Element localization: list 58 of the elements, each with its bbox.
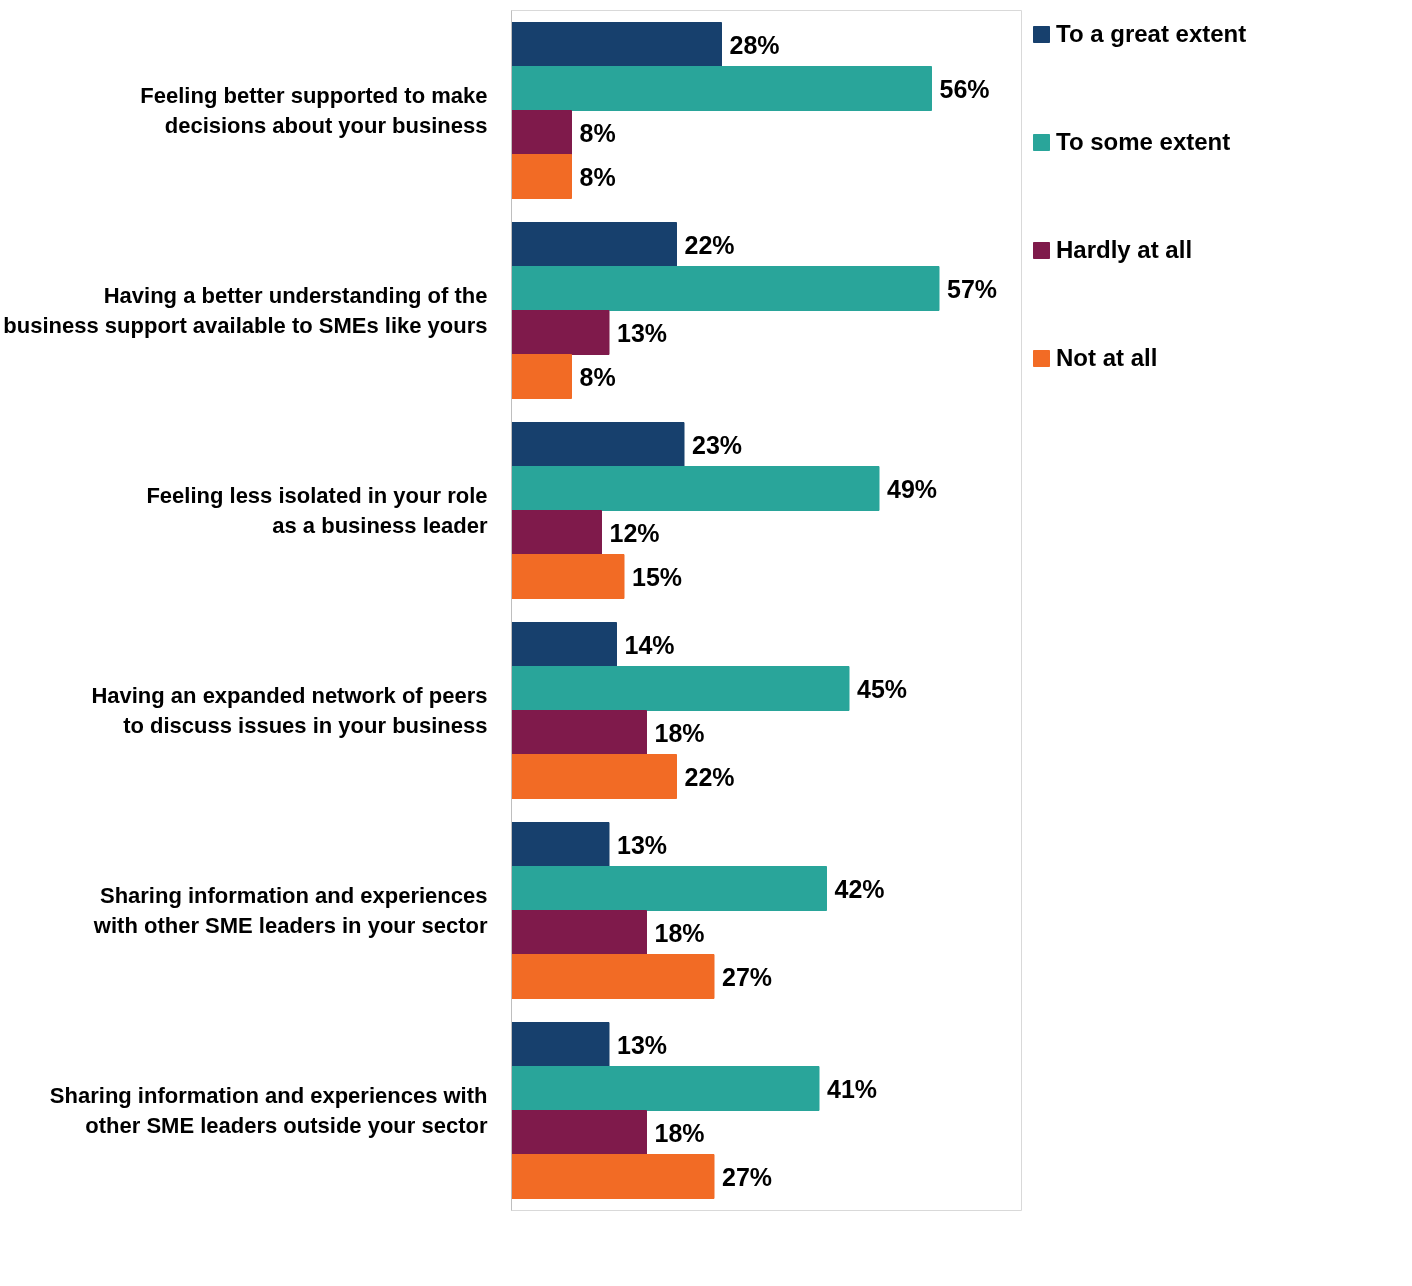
y-tick-label: Having an expanded network of peers to discuss issues in your business xyxy=(91,683,488,738)
bar xyxy=(511,22,722,67)
y-tick-label: Having a better understanding of the business support available to SMEs like yours xyxy=(3,283,488,338)
bar xyxy=(511,422,685,467)
bar xyxy=(511,622,617,667)
data-label: 8% xyxy=(579,362,616,391)
data-label: 22% xyxy=(684,230,735,259)
data-label: 18% xyxy=(654,1118,705,1147)
legend-label: Hardly at all xyxy=(1056,236,1193,264)
bar xyxy=(511,822,610,867)
bar xyxy=(511,310,610,355)
bar xyxy=(511,554,625,599)
data-label: 18% xyxy=(654,718,705,747)
data-label: 14% xyxy=(624,630,675,659)
data-label: 56% xyxy=(939,74,990,103)
bar xyxy=(511,466,880,511)
data-label: 42% xyxy=(834,874,885,903)
data-label: 22% xyxy=(684,762,735,791)
data-label: 23% xyxy=(692,430,743,459)
data-label: 27% xyxy=(722,962,773,991)
y-tick-label: Feeling less isolated in your role as a business leader xyxy=(146,483,488,538)
bar xyxy=(511,266,940,311)
y-tick-label: Sharing information and experiences with other SME leaders outside your sector xyxy=(49,1083,488,1138)
bar xyxy=(511,1066,820,1111)
legend-label: To a great extent xyxy=(1056,20,1247,48)
bar xyxy=(511,510,602,555)
bar xyxy=(511,910,647,955)
data-label: 8% xyxy=(579,118,616,147)
bar xyxy=(511,110,572,155)
data-label: 28% xyxy=(729,30,780,59)
legend-label: To some extent xyxy=(1056,128,1231,156)
data-label: 13% xyxy=(617,1030,668,1059)
data-label: 27% xyxy=(722,1162,773,1191)
bar xyxy=(511,354,572,399)
bar xyxy=(511,222,677,267)
bar xyxy=(511,710,647,755)
bar xyxy=(511,954,715,999)
data-label: 8% xyxy=(579,162,616,191)
data-label: 18% xyxy=(654,918,705,947)
data-label: 41% xyxy=(827,1074,878,1103)
y-tick-label: Sharing information and experiences with other SME leaders in your sector xyxy=(92,883,488,938)
y-tick-label: Feeling better supported to make decisions about your business xyxy=(140,83,488,138)
bar xyxy=(511,154,572,199)
data-label: 49% xyxy=(887,474,938,503)
bar xyxy=(511,1022,610,1067)
data-label: 45% xyxy=(857,674,908,703)
data-label: 15% xyxy=(632,562,683,591)
data-label: 12% xyxy=(609,518,660,547)
bar xyxy=(511,66,932,111)
bar xyxy=(511,1154,715,1199)
data-label: 13% xyxy=(617,830,668,859)
data-label: 57% xyxy=(947,274,998,303)
bar xyxy=(511,754,677,799)
bar xyxy=(511,866,827,911)
bar xyxy=(511,1110,647,1155)
legend-label: Not at all xyxy=(1056,344,1158,372)
data-label: 13% xyxy=(617,318,668,347)
bar xyxy=(511,666,850,711)
